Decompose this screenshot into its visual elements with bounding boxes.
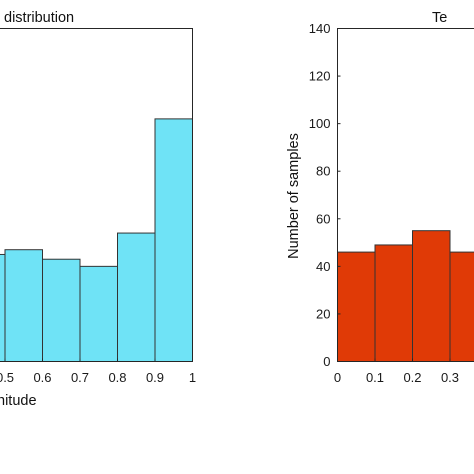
left-x-tick-label: 0.8 xyxy=(108,370,126,385)
left-x-tick-label: 0.7 xyxy=(71,370,89,385)
right-y-tick-label: 0 xyxy=(323,354,330,369)
right-y-ticks: 0 20 40 60 80 100 120 140 xyxy=(309,21,341,369)
right-y-tick-label: 80 xyxy=(316,164,330,179)
right-y-tick-label: 60 xyxy=(316,211,330,226)
right-x-tick-label: 0.1 xyxy=(366,370,384,385)
right-bars xyxy=(337,230,474,362)
right-x-ticks: 0 0.1 0.2 0.3 xyxy=(334,358,459,385)
left-x-tick-label: 1 xyxy=(189,370,196,385)
right-bar xyxy=(449,251,474,362)
left-chart-title: distribution xyxy=(4,10,74,26)
right-bar xyxy=(374,244,413,362)
left-x-tick-label: 0.6 xyxy=(33,370,51,385)
right-y-tick-label: 140 xyxy=(309,21,331,36)
right-chart-title: Te xyxy=(432,10,447,26)
left-bar xyxy=(79,265,118,363)
right-y-tick-label: 100 xyxy=(309,116,331,131)
left-bar xyxy=(4,249,43,362)
left-bar xyxy=(154,118,193,362)
right-y-tick-label: 20 xyxy=(316,306,330,321)
right-bar xyxy=(337,251,376,362)
right-x-tick-label: 0 xyxy=(334,370,341,385)
left-bars xyxy=(0,118,193,363)
right-histogram-panel: 0 20 40 60 80 100 120 140 0 0.1 0.2 0.3 Te Number … xyxy=(286,10,474,385)
left-bar xyxy=(42,258,81,363)
right-y-axis-label: Number of samples xyxy=(286,133,302,259)
left-x-ticks: 0.5 0.6 0.7 0.8 0.9 1 xyxy=(0,358,196,385)
left-axes-frame xyxy=(0,28,193,362)
left-bar xyxy=(117,232,156,362)
left-x-axis-label: nitude xyxy=(0,393,37,409)
right-x-tick-label: 0.2 xyxy=(403,370,421,385)
right-bar xyxy=(412,230,451,362)
left-bar xyxy=(0,253,6,362)
left-x-tick-label: 0.5 xyxy=(0,370,14,385)
right-y-tick-label: 120 xyxy=(309,69,331,84)
right-axes-frame xyxy=(337,28,474,362)
right-y-tick-label: 40 xyxy=(316,259,330,274)
right-x-tick-label: 0.3 xyxy=(441,370,459,385)
left-x-tick-label: 0.9 xyxy=(146,370,164,385)
left-histogram-panel: 0.5 0.6 0.7 0.8 0.9 1 distribution nitude xyxy=(0,10,196,409)
